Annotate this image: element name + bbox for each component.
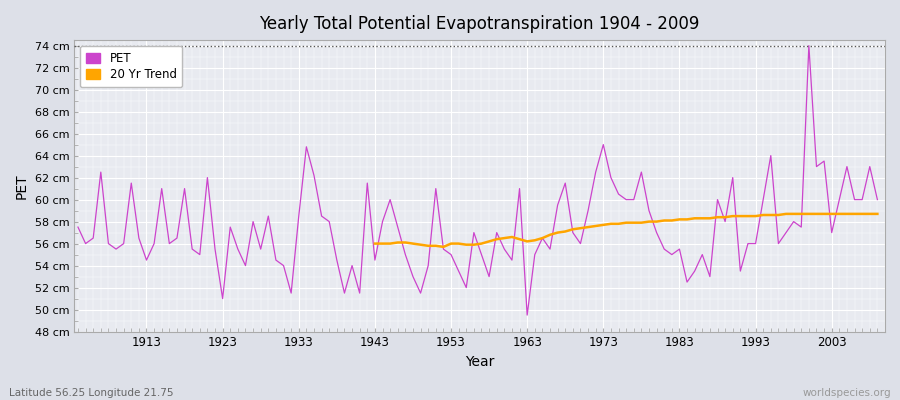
Text: worldspecies.org: worldspecies.org [803, 388, 891, 398]
Text: Latitude 56.25 Longitude 21.75: Latitude 56.25 Longitude 21.75 [9, 388, 174, 398]
Y-axis label: PET: PET [15, 173, 29, 199]
Title: Yearly Total Potential Evapotranspiration 1904 - 2009: Yearly Total Potential Evapotranspiratio… [259, 15, 700, 33]
X-axis label: Year: Year [465, 355, 494, 369]
Legend: PET, 20 Yr Trend: PET, 20 Yr Trend [80, 46, 183, 87]
